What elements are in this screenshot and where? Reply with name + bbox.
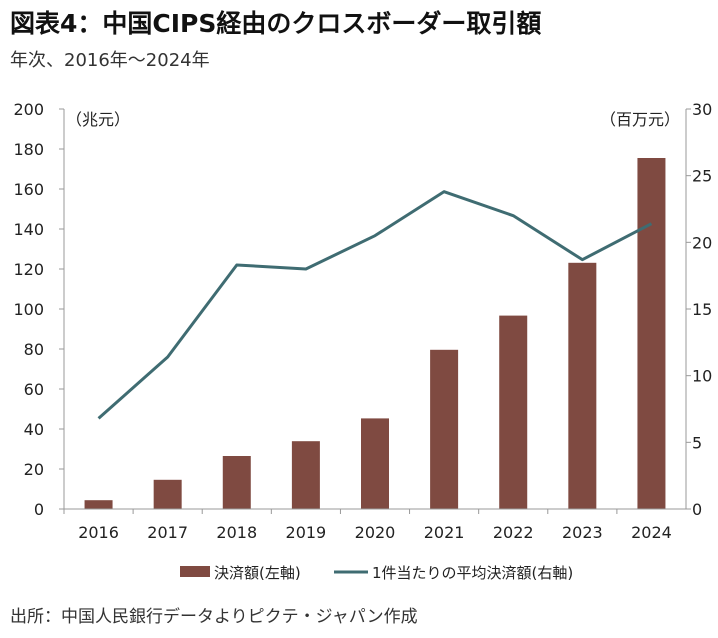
left-tick-label: 100 <box>13 300 44 319</box>
right-tick-label: 20 <box>692 233 712 252</box>
source-note: 出所：中国人民銀行データよりピクテ・ジャパン作成 <box>10 607 418 627</box>
legend: 決済額(左軸) 1件当たりの平均決済額(右軸) <box>180 564 573 582</box>
left-axis-label: （兆元） <box>66 110 130 129</box>
bar-2017 <box>153 479 182 509</box>
chart-title: 図表4：中国CIPS経由のクロスボーダー取引額 <box>10 9 542 38</box>
axes-layer: 0 20 40 60 80 100 120 140 160 180 200 0 5 10 15 20 25 30 2… <box>13 100 712 542</box>
bar-2023 <box>568 262 597 509</box>
left-tick-label: 120 <box>13 260 44 279</box>
series-line-average-settlement <box>97 190 653 420</box>
left-tick-label: 200 <box>13 100 44 119</box>
bar-2021 <box>430 349 459 509</box>
bar-2016 <box>84 500 113 509</box>
bars-layer <box>84 158 666 509</box>
left-tick-label: 60 <box>24 380 44 399</box>
legend-label-line: 1件当たりの平均決済額(右軸) <box>372 564 573 582</box>
x-tick-label: 2016 <box>78 523 119 542</box>
x-tick-label: 2021 <box>424 523 465 542</box>
right-tick-label: 25 <box>692 167 712 186</box>
left-tick-label: 20 <box>24 460 44 479</box>
x-tick-label: 2022 <box>493 523 534 542</box>
left-tick-label: 0 <box>34 500 44 519</box>
bar-2024 <box>637 158 666 509</box>
bar-2019 <box>291 441 320 509</box>
x-tick-label: 2019 <box>286 523 327 542</box>
right-tick-label: 0 <box>692 500 702 519</box>
right-tick-label: 5 <box>692 433 702 452</box>
x-tick-label: 2024 <box>631 523 672 542</box>
left-tick-label: 80 <box>24 340 44 359</box>
left-tick-label: 160 <box>13 180 44 199</box>
chart-subtitle: 年次、2016年～2024年 <box>10 50 210 71</box>
legend-swatch-bar <box>180 566 210 577</box>
x-tick-label: 2023 <box>562 523 603 542</box>
legend-label-bar: 決済額(左軸) <box>214 564 301 582</box>
x-tick-label: 2018 <box>216 523 257 542</box>
left-tick-label: 180 <box>13 140 44 159</box>
left-tick-label: 140 <box>13 220 44 239</box>
right-tick-label: 30 <box>692 100 712 119</box>
x-tick-label: 2017 <box>147 523 188 542</box>
right-tick-label: 10 <box>692 367 712 386</box>
right-tick-label: 15 <box>692 300 712 319</box>
left-tick-label: 40 <box>24 420 44 439</box>
x-tick-label: 2020 <box>355 523 396 542</box>
right-axis-label: （百万元） <box>600 110 680 129</box>
bar-2022 <box>499 315 528 509</box>
bar-2018 <box>222 456 251 509</box>
bar-2020 <box>361 418 389 509</box>
